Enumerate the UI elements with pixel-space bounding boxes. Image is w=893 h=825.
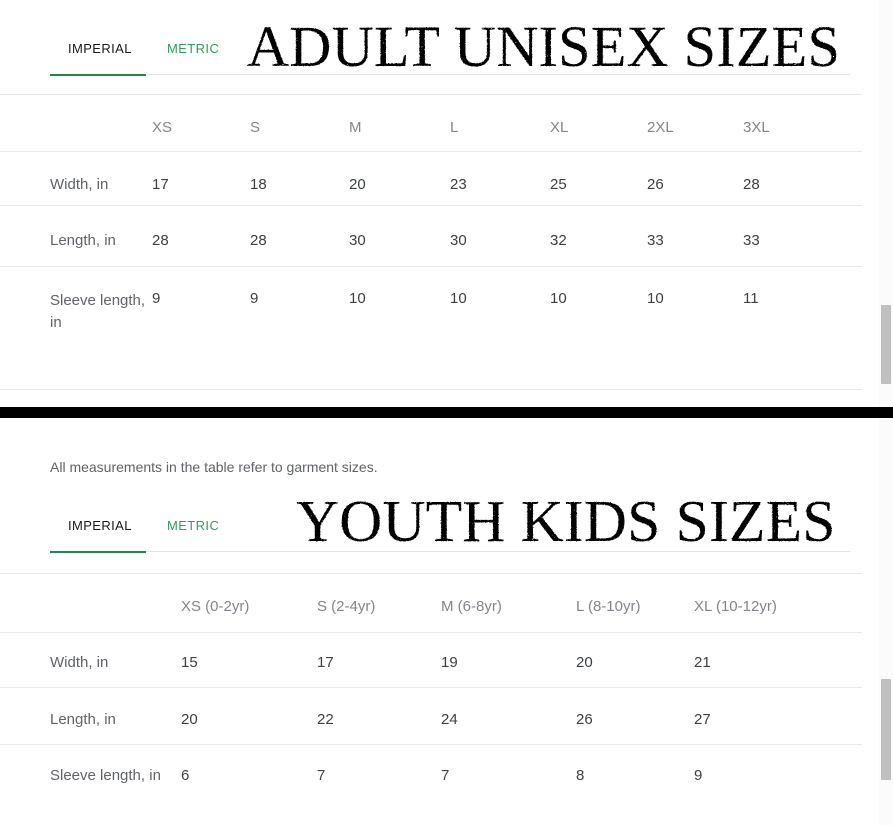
svg-text:ADULT UNISEX SIZES: ADULT UNISEX SIZES: [247, 14, 840, 79]
svg-text:YOUTH KIDS SIZES: YOUTH KIDS SIZES: [296, 491, 836, 554]
